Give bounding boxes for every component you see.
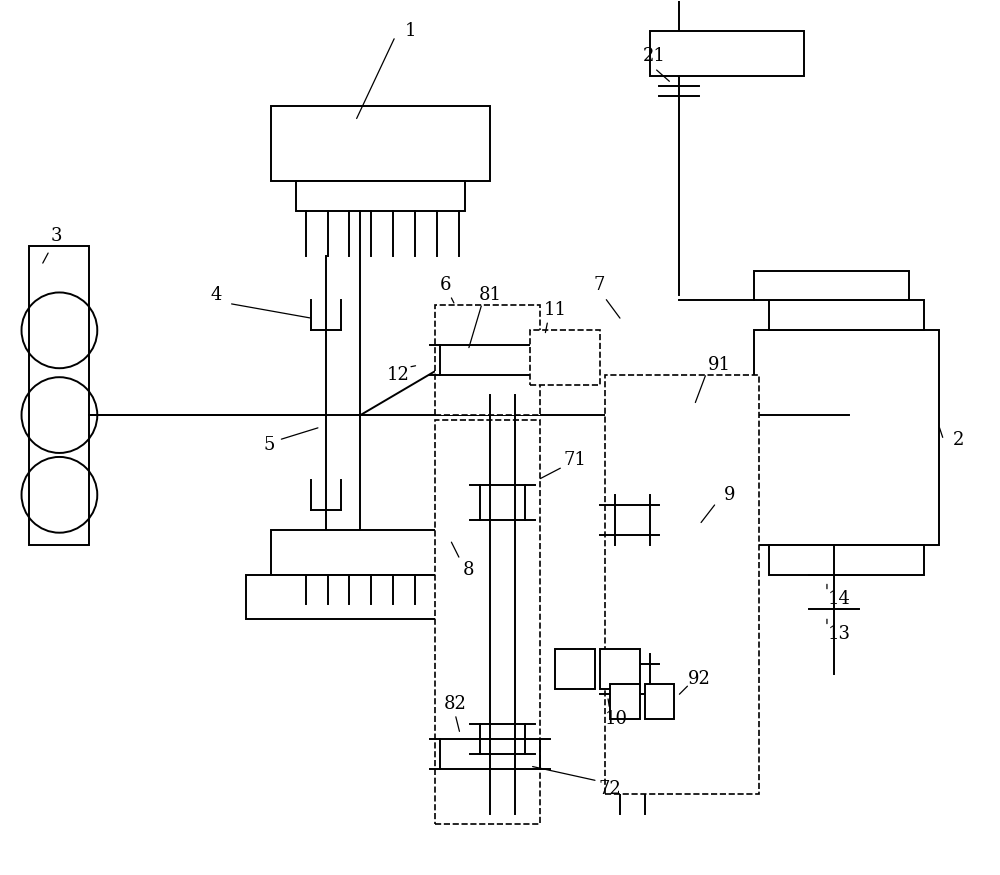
Bar bbox=[271, 529, 490, 575]
Text: 5: 5 bbox=[263, 436, 274, 454]
Text: 13: 13 bbox=[827, 626, 850, 643]
Bar bbox=[435, 420, 540, 823]
Text: 10: 10 bbox=[605, 710, 628, 728]
Bar bbox=[610, 684, 640, 719]
Bar bbox=[754, 270, 909, 300]
Bar bbox=[605, 375, 759, 794]
Text: 82: 82 bbox=[444, 695, 467, 713]
Bar bbox=[754, 331, 939, 544]
Text: 12: 12 bbox=[387, 367, 410, 384]
Text: 91: 91 bbox=[708, 356, 731, 374]
Text: 2: 2 bbox=[953, 431, 964, 449]
Bar bbox=[650, 31, 804, 76]
Text: 7: 7 bbox=[594, 276, 605, 295]
Bar bbox=[555, 649, 595, 690]
Text: 81: 81 bbox=[479, 286, 502, 304]
Bar bbox=[296, 181, 465, 211]
Text: 92: 92 bbox=[688, 670, 711, 689]
Text: 72: 72 bbox=[598, 780, 621, 798]
Text: 11: 11 bbox=[543, 301, 566, 319]
Text: 71: 71 bbox=[563, 451, 586, 469]
Text: 9: 9 bbox=[724, 486, 735, 504]
Bar bbox=[769, 300, 924, 331]
Bar bbox=[600, 649, 640, 690]
Text: 4: 4 bbox=[210, 286, 222, 304]
Text: 6: 6 bbox=[439, 276, 451, 295]
Bar bbox=[769, 544, 924, 575]
Text: 8: 8 bbox=[462, 561, 474, 578]
Text: 21: 21 bbox=[643, 47, 666, 66]
Bar bbox=[435, 305, 540, 415]
Bar bbox=[246, 575, 500, 620]
Bar bbox=[645, 684, 674, 719]
Text: 14: 14 bbox=[827, 591, 850, 608]
Text: 1: 1 bbox=[405, 22, 416, 40]
Bar bbox=[530, 331, 600, 385]
Text: 3: 3 bbox=[51, 227, 62, 245]
Bar bbox=[271, 106, 490, 181]
Bar bbox=[29, 246, 89, 544]
